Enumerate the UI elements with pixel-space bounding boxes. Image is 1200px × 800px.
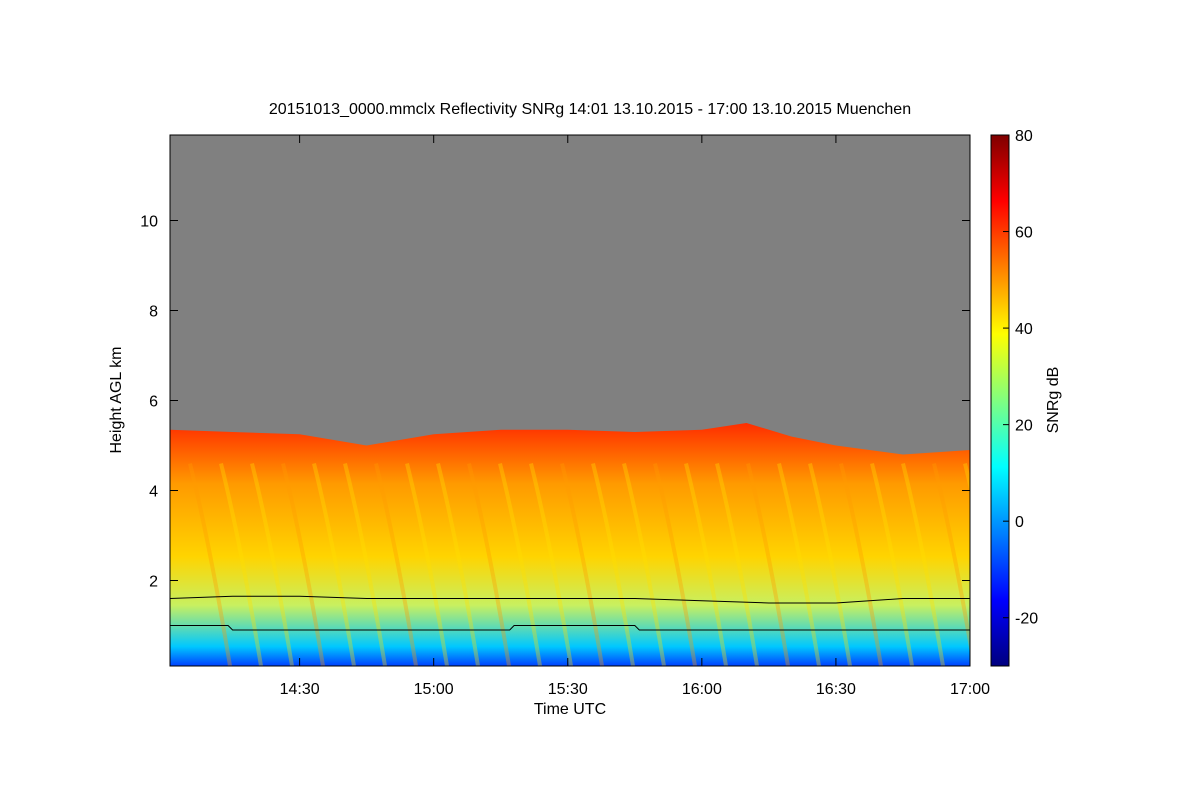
series-lines <box>170 595 970 631</box>
y-tick-label: 6 <box>149 394 158 411</box>
fall-streaks <box>188 463 970 666</box>
fall-streak <box>436 463 480 666</box>
x-tick-label: 15:30 <box>548 681 588 698</box>
fall-streak <box>901 463 945 666</box>
x-tick-label: 14:30 <box>280 681 320 698</box>
fall-streak <box>405 463 449 666</box>
colorbar-tick-label: 60 <box>1015 225 1033 242</box>
fall-streak <box>622 463 666 666</box>
x-tick-label: 15:00 <box>414 681 454 698</box>
x-tick-label: 17:00 <box>950 681 990 698</box>
x-axis-label: Time UTC <box>534 701 606 718</box>
fall-streak <box>529 463 573 666</box>
colorbar-tick-label: 0 <box>1015 514 1024 531</box>
fall-streak <box>498 463 542 666</box>
series-line-1 <box>170 595 970 604</box>
fall-streak <box>281 463 325 666</box>
y-axis: 2 4 6 8 10 <box>140 214 970 591</box>
x-axis: 14:30 15:00 15:30 16:00 16:30 17:00 <box>280 135 990 698</box>
x-tick-label: 16:00 <box>682 681 722 698</box>
fall-streak <box>467 463 511 666</box>
fall-streak <box>343 463 387 666</box>
fall-streak <box>250 463 294 666</box>
plot-area <box>170 135 970 666</box>
fall-streak <box>684 463 728 666</box>
colorbar-tick-label: 80 <box>1015 128 1033 145</box>
fall-streak <box>219 463 263 666</box>
echo-area <box>170 423 970 666</box>
fall-streak <box>870 463 914 666</box>
fall-streak <box>188 463 232 666</box>
fall-streak <box>777 463 821 666</box>
y-tick-label: 8 <box>149 304 158 321</box>
fall-streak <box>715 463 759 666</box>
fall-streak <box>591 463 635 666</box>
y-axis-label: Height AGL km <box>108 346 125 453</box>
fall-streak <box>746 463 790 666</box>
x-tick-label: 16:30 <box>816 681 856 698</box>
colorbar-tick-label: 40 <box>1015 321 1033 338</box>
chart-title: 20151013_0000.mmclx Reflectivity SNRg 14… <box>269 101 911 118</box>
fall-streak <box>374 463 418 666</box>
fall-streak <box>653 463 697 666</box>
fall-streak <box>839 463 883 666</box>
fall-streak <box>560 463 604 666</box>
colorbar-tick-label: 20 <box>1015 418 1033 435</box>
y-tick-label: 10 <box>140 214 158 231</box>
y-tick-label: 4 <box>149 484 158 501</box>
colorbar: -20 0 20 40 60 80 SNRg dB <box>990 128 1062 667</box>
colorbar-tick-label: -20 <box>1015 611 1038 628</box>
fall-streak <box>312 463 356 666</box>
fall-streak <box>932 463 970 655</box>
colorbar-ticks: -20 0 20 40 60 80 <box>1003 128 1038 628</box>
colorbar-scale <box>990 134 1010 667</box>
series-line-2 <box>170 625 970 631</box>
fall-streak <box>808 463 852 666</box>
y-tick-label: 2 <box>149 574 158 591</box>
colorbar-label: SNRg dB <box>1045 367 1062 434</box>
